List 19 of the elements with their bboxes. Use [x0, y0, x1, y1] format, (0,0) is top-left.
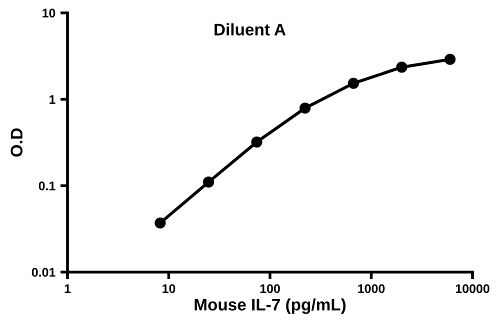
point [154, 217, 166, 229]
x-tick-label: 1000 [358, 284, 385, 294]
point [444, 54, 456, 65]
point [300, 102, 311, 114]
y-tick-label: 0.01 [32, 268, 56, 277]
point [396, 62, 408, 73]
x-axis-title: Mouse IL-7 (pg/mL) [194, 298, 346, 314]
x-tick-label: 10000 [456, 284, 490, 294]
x-tick-label: 1 [64, 284, 71, 293]
chart-title: Diluent A [214, 23, 286, 36]
y-tick-label: 10 [42, 8, 56, 18]
y-tick-label: 1 [50, 95, 56, 104]
y-tick-label: 0.1 [38, 181, 56, 190]
point [348, 78, 359, 89]
y-axis-title: O.D [10, 128, 23, 157]
x-tick-label: 100 [260, 284, 280, 294]
point [251, 136, 262, 148]
point [202, 176, 214, 188]
x-tick-label: 10 [162, 284, 176, 294]
